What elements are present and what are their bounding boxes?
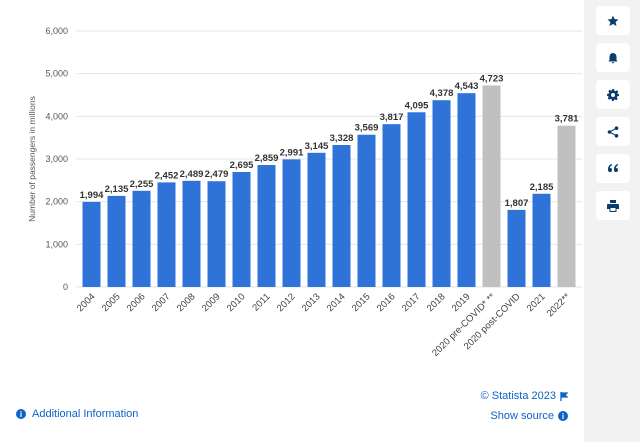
data-label: 3,569 <box>355 123 379 134</box>
info-icon: i <box>558 411 568 421</box>
data-label: 2,489 <box>180 169 204 180</box>
bar <box>457 93 476 287</box>
bell-icon <box>608 52 618 63</box>
data-label: 4,378 <box>430 88 454 99</box>
data-label: 2,185 <box>530 182 554 193</box>
notification-button[interactable] <box>596 43 630 72</box>
bar <box>557 125 576 287</box>
x-tick-label: 2005 <box>100 291 123 314</box>
x-tick-label: 2022** <box>545 291 573 319</box>
data-label: 4,543 <box>455 81 479 92</box>
y-tick-label: 1,000 <box>45 239 68 249</box>
bar <box>432 100 451 288</box>
x-tick-label: 2004 <box>75 291 98 314</box>
flag-icon <box>560 391 568 401</box>
chart-card: 0 1,000 2,000 3,000 4,000 5,000 6,000 Number of… <box>0 0 584 442</box>
copyright-label: © Statista 2023 <box>480 390 556 402</box>
y-axis-title: Number of passengers in millions <box>27 96 37 222</box>
bar <box>382 124 401 288</box>
y-tick-label: 5,000 <box>45 69 68 79</box>
copyright-link[interactable]: © Statista 2023 <box>481 390 568 402</box>
cite-button[interactable] <box>596 154 630 183</box>
x-tick-label: 2015 <box>350 291 373 314</box>
info-icon: i <box>16 409 26 419</box>
gear-icon <box>607 88 619 101</box>
bar <box>82 201 101 287</box>
favorite-button[interactable] <box>596 6 630 35</box>
bar <box>182 180 201 287</box>
data-label: 2,135 <box>105 184 129 195</box>
bar <box>157 182 176 287</box>
bar <box>107 195 126 287</box>
data-label: 1,807 <box>505 198 529 209</box>
x-tick-label: 2011 <box>250 291 272 313</box>
share-button[interactable] <box>596 117 630 146</box>
share-icon <box>607 125 619 138</box>
data-label: 2,452 <box>155 170 179 181</box>
bar <box>232 172 251 287</box>
data-label: 4,723 <box>480 73 504 84</box>
data-label: 3,328 <box>330 133 354 144</box>
x-tick-label: 2007 <box>150 291 173 314</box>
data-label: 2,695 <box>230 160 254 171</box>
x-tick-label: 2010 <box>225 291 248 314</box>
x-tick-label: 2012 <box>275 291 298 314</box>
data-label: 2,255 <box>130 179 154 190</box>
x-tick-label: 2008 <box>175 291 198 314</box>
bar <box>357 134 376 287</box>
data-label: 2,991 <box>280 147 304 158</box>
bar <box>332 145 351 287</box>
settings-button[interactable] <box>596 80 630 109</box>
x-tick-label: 2006 <box>125 291 148 314</box>
show-source-label: Show source <box>490 410 554 422</box>
quote-icon <box>608 163 618 172</box>
bar <box>482 85 501 287</box>
y-tick-label: 2,000 <box>45 197 68 207</box>
print-icon <box>607 199 619 212</box>
y-tick-label: 6,000 <box>45 26 68 36</box>
data-label: 1,994 <box>80 190 104 201</box>
y-tick-label: 4,000 <box>45 111 68 121</box>
x-tick-label: 2013 <box>300 291 323 314</box>
data-label: 3,781 <box>555 114 579 125</box>
toolbar <box>596 6 634 220</box>
data-label: 2,859 <box>255 153 279 164</box>
bar <box>407 112 426 287</box>
bar <box>132 190 151 287</box>
x-tick-label: 2014 <box>325 291 348 314</box>
bar <box>282 159 301 287</box>
print-button[interactable] <box>596 191 630 220</box>
y-tick-label: 3,000 <box>45 154 68 164</box>
x-tick-label: 2017 <box>400 291 423 314</box>
bar <box>507 209 526 287</box>
show-source-link[interactable]: Show source i <box>490 410 568 422</box>
data-label: 4,095 <box>405 100 429 111</box>
additional-information-link[interactable]: i Additional Information <box>16 408 138 420</box>
bar <box>257 165 276 287</box>
bar <box>207 181 226 287</box>
x-tick-label: 2018 <box>425 291 448 314</box>
data-label: 2,479 <box>205 169 229 180</box>
bar <box>532 193 551 287</box>
x-tick-label: 2016 <box>375 291 398 314</box>
bar-chart: 0 1,000 2,000 3,000 4,000 5,000 6,000 Number of… <box>27 26 582 359</box>
bar <box>307 152 326 287</box>
additional-information-label: Additional Information <box>32 408 139 420</box>
star-icon <box>607 15 619 26</box>
data-label: 3,145 <box>305 141 329 152</box>
x-tick-label: 2009 <box>200 291 223 314</box>
y-tick-label: 0 <box>63 282 68 292</box>
data-label: 3,817 <box>380 112 404 123</box>
